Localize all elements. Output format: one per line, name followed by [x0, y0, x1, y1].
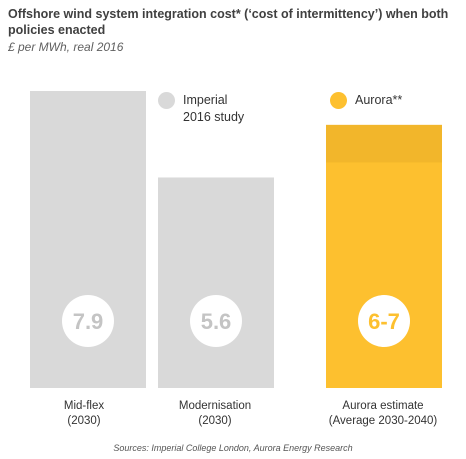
chart-subtitle: £ per MWh, real 2016	[8, 40, 124, 54]
legend-swatch-aurora	[330, 92, 347, 109]
value-label-mid-flex: 7.9	[73, 309, 104, 334]
legend-swatch-imperial	[158, 92, 175, 109]
category-label-modernisation-line2: (2030)	[198, 415, 232, 427]
value-label-aurora-estimate: 6-7	[368, 309, 400, 334]
category-label-modernisation: Modernisation (2030)	[130, 399, 300, 429]
value-badge-mid-flex	[62, 295, 114, 347]
category-label-mid-flex: Mid-flex (2030)	[0, 399, 169, 429]
legend-label-aurora: Aurora**	[355, 93, 403, 107]
category-label-aurora-estimate-line1: Aurora estimate	[342, 400, 424, 412]
value-badge-aurora-estimate	[358, 295, 410, 347]
category-label-modernisation-line1: Modernisation	[178, 400, 252, 412]
source-note: Sources: Imperial College London, Aurora…	[113, 443, 353, 453]
value-label-modernisation: 5.6	[201, 309, 232, 334]
legend-label-imperial-line2: 2016 study	[183, 110, 245, 124]
category-label-mid-flex-line1: Mid-flex	[63, 400, 105, 412]
chart-title: Offshore wind system integration cost* (…	[8, 7, 449, 37]
bar-aurora-estimate	[326, 162, 442, 388]
bar-modernisation	[158, 177, 274, 388]
legend-item-imperial: Imperial 2016 study	[158, 92, 244, 126]
value-badge-modernisation	[190, 295, 242, 347]
category-label-aurora-estimate-line2: (Average 2030-2040)	[328, 415, 438, 427]
category-label-aurora-estimate: Aurora estimate (Average 2030-2040)	[298, 399, 466, 429]
legend-label-imperial-line1: Imperial	[183, 93, 228, 107]
legend-item-aurora: Aurora**	[330, 92, 402, 109]
category-label-mid-flex-line2: (2030)	[67, 415, 101, 427]
